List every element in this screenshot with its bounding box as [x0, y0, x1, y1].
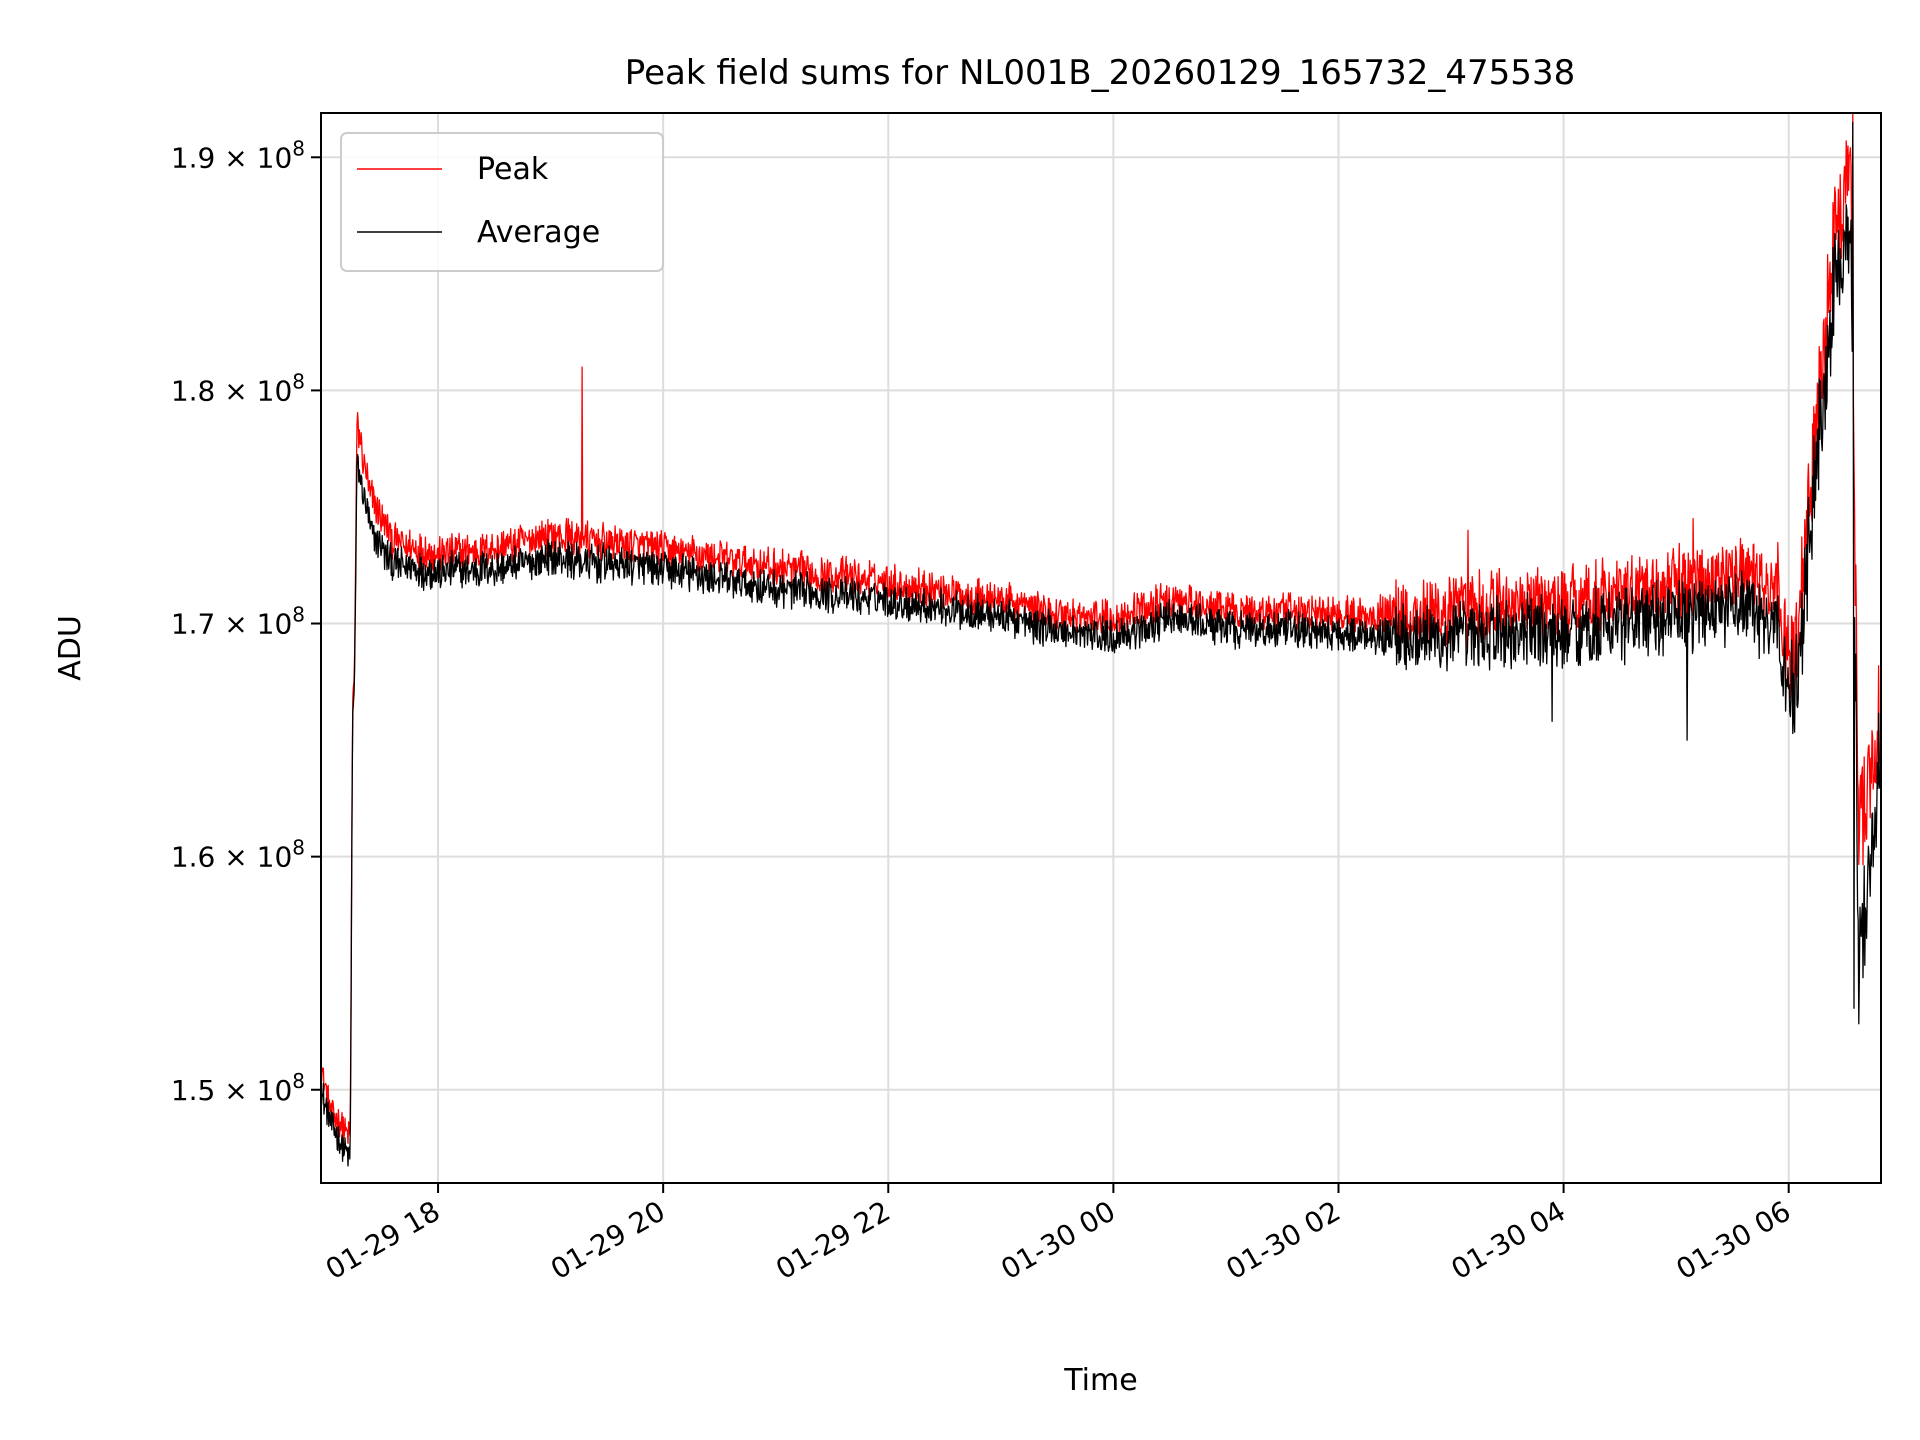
x-axis-label: Time	[1063, 1363, 1137, 1398]
series-layer	[320, 112, 1882, 1167]
y-tick-label: 1.9 × 108	[171, 136, 305, 174]
y-tick-label: 1.6 × 108	[171, 836, 305, 874]
legend: Peak Average	[340, 132, 664, 272]
y-tick-label: 1.5 × 108	[171, 1069, 305, 1107]
chart-title: Peak field sums for NL001B_20260129_1657…	[625, 53, 1575, 93]
plot-frame	[320, 112, 1882, 1184]
y-axis-label: ADU	[53, 615, 88, 681]
legend-peak-label: Peak	[477, 152, 549, 187]
series-line-peak	[320, 112, 1882, 1145]
y-tick-label: 1.8 × 108	[171, 369, 305, 407]
legend-box	[340, 132, 664, 272]
series-line-average	[320, 121, 1882, 1167]
legend-average-label: Average	[477, 215, 600, 250]
y-tick-label: 1.7 × 108	[171, 603, 305, 641]
